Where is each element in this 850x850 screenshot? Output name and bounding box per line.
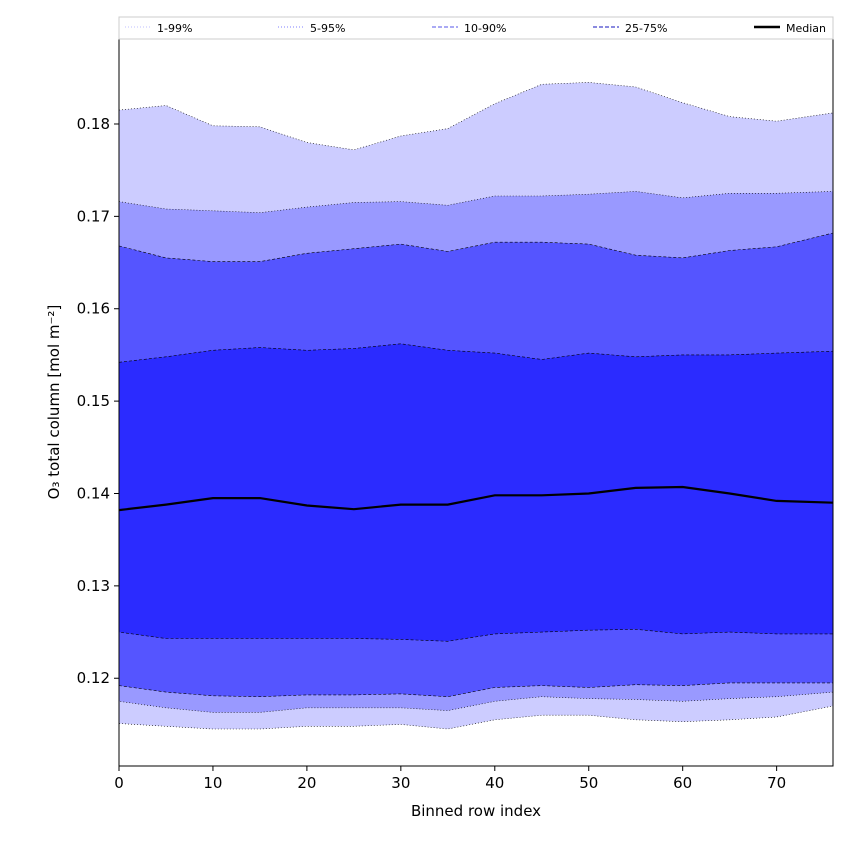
y-tick-label: 0.12 bbox=[77, 669, 110, 687]
y-tick-label: 0.16 bbox=[77, 300, 110, 318]
y-tick-label: 0.13 bbox=[77, 577, 110, 595]
x-tick-label: 40 bbox=[485, 774, 504, 792]
y-tick-label: 0.14 bbox=[77, 484, 110, 502]
x-tick-label: 0 bbox=[114, 774, 124, 792]
x-tick-label: 10 bbox=[203, 774, 222, 792]
legend-label: 1-99% bbox=[157, 22, 192, 35]
y-axis: 0.12 0.13 0.14 0.15 0.16 0.17 0.18 bbox=[77, 115, 119, 687]
x-tick-label: 30 bbox=[391, 774, 410, 792]
x-tick-label: 20 bbox=[297, 774, 316, 792]
legend-label: 10-90% bbox=[464, 22, 506, 35]
percentile-bands bbox=[119, 82, 833, 730]
y-axis-label: O₃ total column [mol m⁻²] bbox=[45, 305, 63, 500]
y-tick-label: 0.17 bbox=[77, 207, 110, 225]
band-25-75pct bbox=[119, 343, 833, 642]
x-axis: 0 10 20 30 40 50 60 70 bbox=[114, 766, 786, 792]
y-tick-label: 0.18 bbox=[77, 115, 110, 133]
x-tick-label: 60 bbox=[673, 774, 692, 792]
x-axis-label: Binned row index bbox=[411, 802, 541, 820]
legend-box bbox=[118, 16, 834, 40]
x-tick-label: 50 bbox=[579, 774, 598, 792]
x-tick-label: 70 bbox=[767, 774, 786, 792]
y-tick-label: 0.15 bbox=[77, 392, 110, 410]
legend: 1-99% 5-95% 10-90% 25-75% Median bbox=[118, 16, 834, 40]
legend-label: 5-95% bbox=[310, 22, 345, 35]
legend-label: Median bbox=[786, 22, 826, 35]
legend-label: 25-75% bbox=[625, 22, 667, 35]
median-line bbox=[119, 485, 833, 512]
